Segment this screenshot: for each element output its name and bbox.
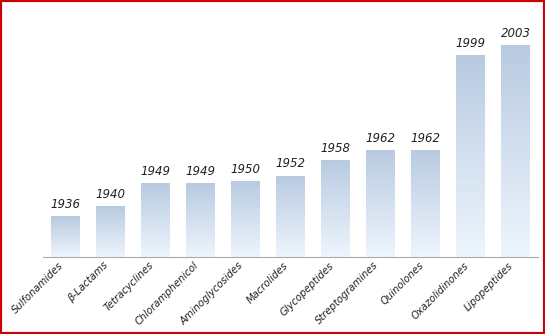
Text: 1962: 1962 [410, 132, 440, 145]
Text: 1949: 1949 [185, 165, 215, 178]
Text: 1962: 1962 [366, 132, 396, 145]
Text: 1958: 1958 [320, 142, 350, 155]
Text: 1949: 1949 [141, 165, 171, 178]
Text: 1952: 1952 [275, 158, 305, 170]
Text: 1999: 1999 [456, 37, 486, 50]
Text: 2003: 2003 [500, 27, 530, 40]
Text: 1940: 1940 [95, 188, 125, 201]
Text: 1950: 1950 [231, 163, 261, 176]
Text: 1936: 1936 [50, 198, 80, 211]
